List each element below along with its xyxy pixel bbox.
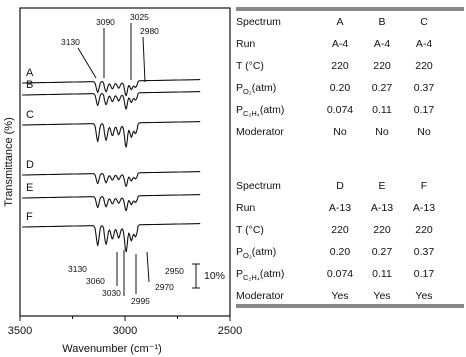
table-cell: A-4 — [374, 38, 391, 50]
peak-leader — [146, 251, 150, 283]
spectrum-trace-f — [22, 223, 201, 253]
table-cell: 220 — [373, 224, 391, 236]
x-tick-label: 2500 — [218, 325, 242, 337]
peak-label-top: 2980 — [140, 26, 159, 36]
peak-annotations: 3090 3025 3130 2980 3130 3060 3030 2995 2970 2950 — [61, 12, 184, 306]
table-cell: No — [333, 126, 347, 138]
table-cell: A-4 — [332, 38, 349, 50]
table-row-label: PO₂(atm) — [236, 82, 276, 96]
table-cell: Yes — [373, 290, 390, 302]
plot-frame — [19, 7, 231, 317]
table-cell: 0.27 — [372, 246, 393, 258]
peak-label-bottom: 3060 — [86, 276, 105, 286]
table-row-label: PC₂H₄(atm) — [236, 104, 284, 118]
trace-label-d: D — [26, 159, 34, 171]
spectrum-trace-c — [22, 121, 201, 148]
x-tick-label: 3000 — [113, 325, 137, 337]
table-cell: 0.20 — [330, 246, 351, 258]
table-cell: A-4 — [416, 38, 433, 50]
trace-labels: AB C DE F — [26, 67, 34, 223]
table-cell: 220 — [331, 60, 349, 72]
table-cell: A-13 — [329, 202, 351, 214]
table-cell: 0.20 — [330, 82, 351, 94]
spectrum-trace-e — [22, 194, 201, 212]
table-cell: 0.074 — [327, 104, 353, 116]
spectrum-trace-b — [22, 91, 201, 110]
spectrum-trace-a — [22, 79, 201, 97]
y-axis-label: Transmittance (%) — [3, 117, 15, 206]
table-cell: 0.17 — [414, 268, 435, 280]
scale-bar: 10% — [192, 263, 225, 289]
table-cell: 0.11 — [372, 104, 392, 116]
x-tick-label: 3500 — [8, 325, 32, 337]
table-row-label: Moderator — [236, 290, 284, 302]
table-header-cell: D — [336, 180, 344, 192]
x-axis-ticks: 3500 3000 2500 — [8, 316, 242, 337]
conditions-tables: Spectrum A B C Run A-4 A-4 A-4 T (°C) 220 220 220 PO… — [236, 7, 464, 308]
conditions-table-1: Spectrum A B C Run A-4 A-4 A-4 T (°C) 220 220 220 PO… — [236, 7, 464, 138]
table-cell: 0.27 — [372, 82, 393, 94]
table-cell: A-13 — [371, 202, 393, 214]
x-axis-label: Wavenumber (cm⁻¹) — [62, 343, 162, 355]
spectrum-trace-d — [22, 171, 201, 187]
table-cell: 0.074 — [327, 268, 353, 280]
table-row-label: Moderator — [236, 126, 284, 138]
table-header-cell: C — [420, 16, 428, 28]
table-header-cell: Spectrum — [236, 16, 281, 28]
table-cell: 220 — [373, 60, 391, 72]
table-row-label: PC₂H₄(atm) — [236, 268, 284, 282]
table-cell: 0.37 — [414, 246, 435, 258]
table-cell: 220 — [415, 60, 433, 72]
peak-leader — [77, 47, 97, 79]
table-cell: No — [417, 126, 431, 138]
peak-label-bottom: 2970 — [155, 282, 174, 292]
table-row-label: Run — [236, 38, 255, 50]
table-header-cell: B — [378, 16, 385, 28]
trace-label-b: B — [26, 79, 33, 91]
table-cell: 0.37 — [414, 82, 435, 94]
trace-label-c: C — [26, 109, 34, 121]
trace-label-f: F — [26, 211, 33, 223]
peak-label-bottom: 3130 — [68, 264, 87, 274]
conditions-table-2: Spectrum D E F Run A-13 A-13 A-13 T (°C) 220 220 22… — [236, 180, 464, 308]
peak-label-bottom: 2950 — [165, 266, 184, 276]
table-cell: No — [375, 126, 389, 138]
table-header-cell: F — [421, 180, 427, 192]
peak-leader — [142, 36, 146, 83]
spectra-traces — [22, 79, 201, 253]
peak-label-top: 3090 — [96, 17, 115, 27]
scale-bar-label: 10% — [204, 270, 225, 282]
peak-label-top: 3130 — [61, 37, 80, 47]
table-cell: 0.11 — [372, 268, 392, 280]
table-row-label: T (°C) — [236, 224, 264, 236]
table-cell: 0.17 — [414, 104, 435, 116]
table-row-label: PO₂(atm) — [236, 246, 276, 260]
table-cell: 220 — [415, 224, 433, 236]
table-header-cell: E — [378, 180, 385, 192]
table-cell: Yes — [415, 290, 432, 302]
table-header-cell: A — [336, 16, 343, 28]
table-cell: 220 — [331, 224, 349, 236]
peak-label-bottom: 2995 — [131, 296, 150, 306]
peak-label-bottom: 3030 — [102, 288, 121, 298]
trace-label-a: A — [26, 67, 34, 79]
table-row-label: Run — [236, 202, 255, 214]
peak-label-top: 3025 — [130, 12, 149, 22]
table-cell: A-13 — [413, 202, 435, 214]
table-cell: Yes — [331, 290, 348, 302]
table-row-label: T (°C) — [236, 60, 264, 72]
table-header-cell: Spectrum — [236, 180, 281, 192]
trace-label-e: E — [26, 182, 33, 194]
